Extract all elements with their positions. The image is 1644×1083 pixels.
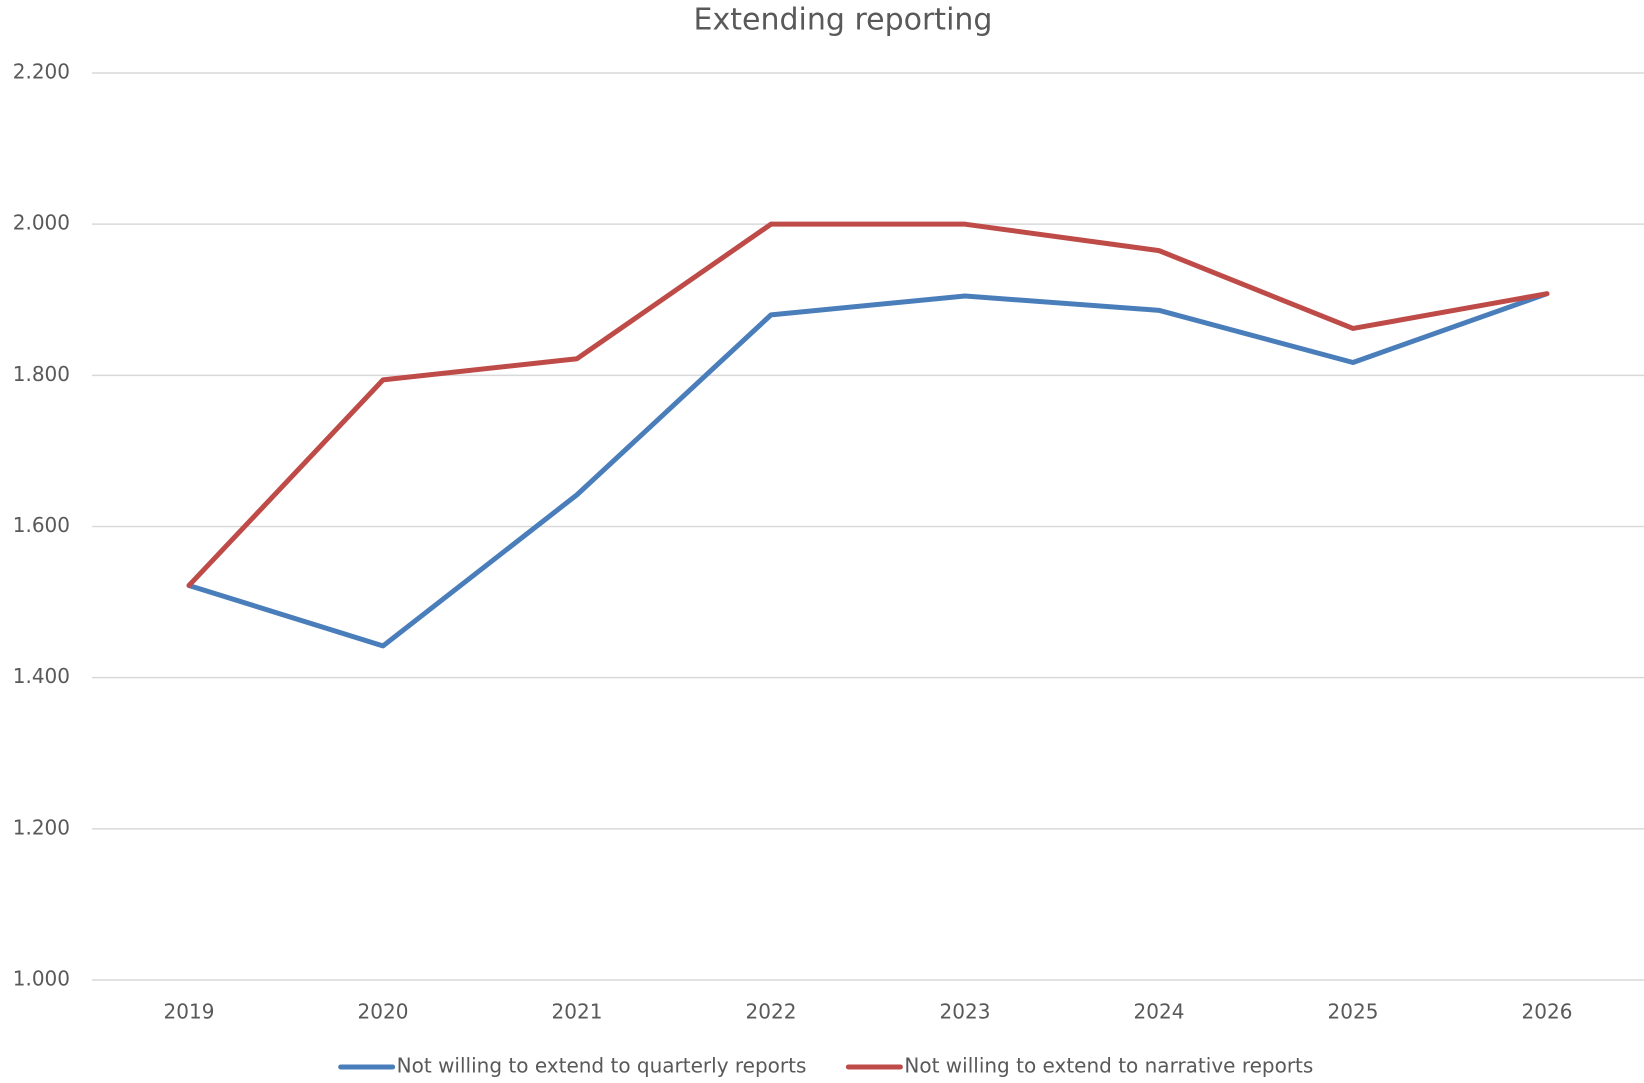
y-tick-label: 1.600 — [13, 513, 70, 537]
line-series — [186, 291, 1550, 649]
x-tick-label: 2021 — [552, 1000, 603, 1024]
legend-label: Not willing to extend to quarterly repor… — [397, 1054, 807, 1078]
legend-label: Not willing to extend to narrative repor… — [904, 1054, 1313, 1078]
x-tick-label: 2022 — [746, 1000, 797, 1024]
y-tick-label: 1.200 — [13, 815, 70, 839]
y-tick-label: 2.200 — [13, 60, 70, 84]
x-tick-label: 2026 — [1522, 1000, 1573, 1024]
x-tick-label: 2019 — [164, 1000, 215, 1024]
y-tick-label: 2.000 — [13, 211, 70, 235]
y-tick-label: 1.000 — [13, 967, 70, 991]
y-tick-label: 1.400 — [13, 664, 70, 688]
x-tick-label: 2025 — [1328, 1000, 1379, 1024]
y-tick-label: 1.800 — [13, 362, 70, 386]
x-tick-label: 2023 — [940, 1000, 991, 1024]
x-tick-label: 2020 — [358, 1000, 409, 1024]
x-tick-label: 2024 — [1134, 1000, 1185, 1024]
chart-title: Extending reporting — [694, 3, 993, 38]
line-series — [186, 221, 1550, 588]
